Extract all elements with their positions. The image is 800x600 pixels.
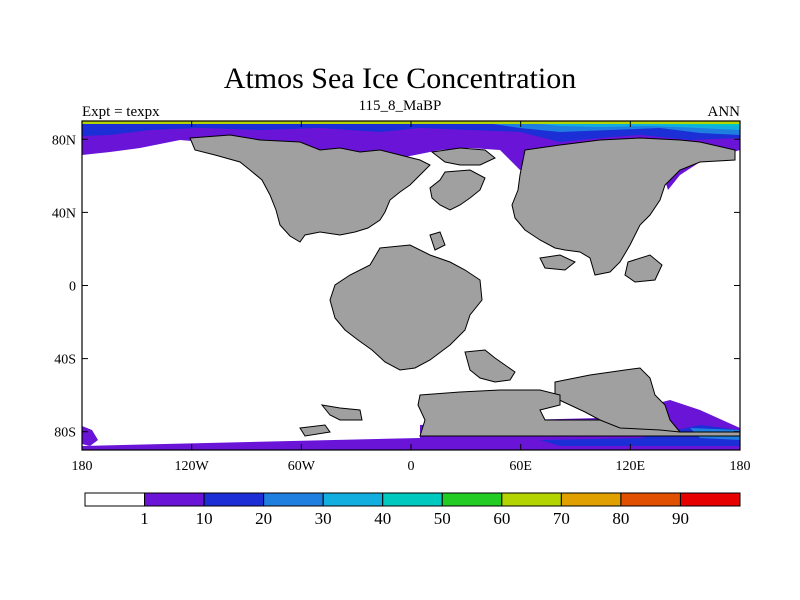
- lon-tick-label: 120W: [175, 459, 210, 474]
- antarctica: [417, 389, 741, 437]
- season-label: ANN: [707, 104, 741, 120]
- island-east: [624, 254, 663, 283]
- colorbar-label: 30: [315, 509, 332, 528]
- island-south-atlantic: [299, 424, 331, 437]
- colorbar-label: 40: [374, 509, 391, 528]
- lon-tick-label: 0: [408, 459, 415, 474]
- colorbar-label: 60: [493, 509, 510, 528]
- antarctic-ice-mid: [540, 425, 740, 446]
- colorbar-label: 50: [434, 509, 451, 528]
- south-america: [329, 244, 483, 371]
- colorbar-swatch: [322, 492, 384, 507]
- experiment-label: Expt = texpx: [82, 104, 160, 120]
- lon-tick-label: 180: [72, 459, 93, 474]
- antarctic-ice-west: [82, 426, 98, 446]
- lon-tick-label: 120E: [616, 459, 646, 474]
- lon-tick-label: 60E: [509, 459, 532, 474]
- colorbar-swatch: [441, 492, 503, 507]
- colorbar-swatch: [203, 492, 265, 507]
- island-central: [429, 231, 446, 251]
- lat-tick-label: 40S: [54, 353, 76, 368]
- africa: [464, 349, 516, 383]
- colorbar-label: 10: [196, 509, 213, 528]
- greenland: [430, 147, 496, 166]
- colorbar-swatch: [84, 492, 146, 507]
- lon-tick-label: 180: [730, 459, 751, 474]
- colorbar-label: 1: [140, 509, 149, 528]
- land-layer: [189, 134, 741, 437]
- australia: [554, 367, 682, 433]
- colorbar-swatch: [679, 492, 741, 507]
- colorbar-label: 90: [672, 509, 689, 528]
- colorbar-swatch: [382, 492, 443, 507]
- north-america: [189, 134, 431, 243]
- antarctic-ice-low: [82, 400, 740, 450]
- latitude-axis: 80N 40N 0 40S 80S: [52, 133, 740, 441]
- chart-title: Atmos Sea Ice Concentration: [223, 62, 577, 95]
- lat-tick-label: 0: [69, 280, 76, 295]
- longitude-axis: 180 120W 60W 0 60E 120E 180: [72, 121, 751, 474]
- colorbar-swatch: [501, 492, 562, 507]
- lat-tick-label: 40N: [52, 206, 76, 221]
- colorbar-label: 80: [612, 509, 629, 528]
- colorbar: 1 10 20 30 40 50 60 70 80 90: [84, 492, 741, 528]
- colorbar-swatch: [560, 492, 622, 507]
- colorbar-label: 20: [255, 509, 272, 528]
- lat-tick-label: 80S: [54, 426, 76, 441]
- colorbar-swatch: [620, 492, 681, 507]
- island-pacific: [320, 404, 363, 421]
- europe: [429, 169, 486, 211]
- time-label: 115_8_MaBP: [358, 98, 442, 114]
- colorbar-label: 70: [553, 509, 570, 528]
- colorbar-swatch: [263, 492, 324, 507]
- lat-tick-label: 80N: [52, 133, 76, 148]
- asia: [511, 137, 736, 276]
- lon-tick-label: 60W: [288, 459, 316, 474]
- island-indian: [539, 254, 576, 271]
- colorbar-swatch: [144, 492, 205, 507]
